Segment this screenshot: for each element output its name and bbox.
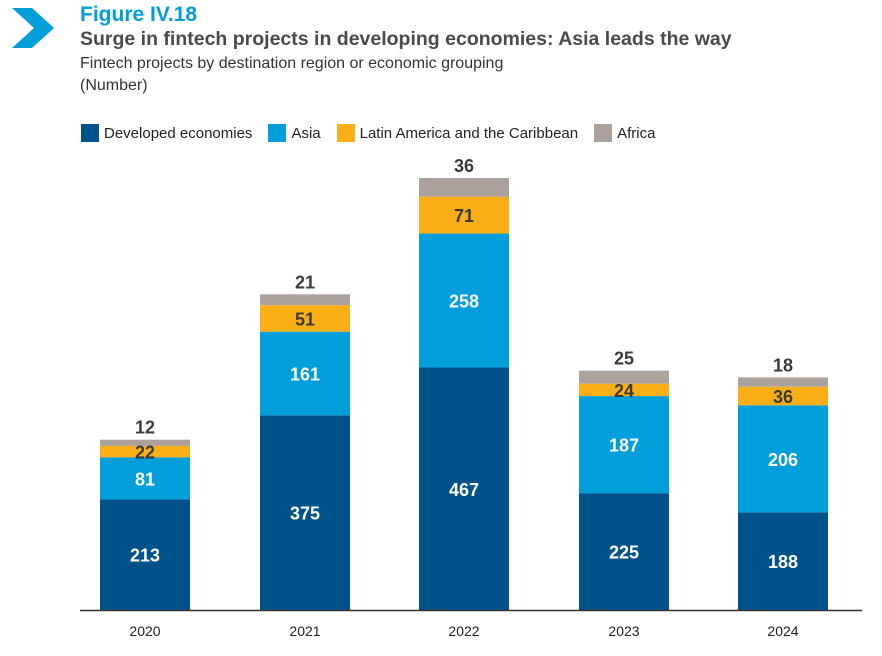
bar-africa-2023 <box>579 370 669 384</box>
chart-title: Surge in fintech projects in developing … <box>80 28 732 50</box>
data-label-asia-2024: 206 <box>768 450 798 470</box>
legend-label-asia: Asia <box>291 124 321 142</box>
data-label-africa-2021: 21 <box>295 272 315 292</box>
data-label-developed-2023: 225 <box>609 543 639 563</box>
data-label-asia-2020: 81 <box>135 469 155 489</box>
data-label-latam-2020: 22 <box>135 443 155 463</box>
bar-developed-2022 <box>419 367 509 610</box>
legend-label-latam: Latin America and the Caribbean <box>359 124 579 142</box>
chart-subtitle: Fintech projects by destination region o… <box>80 55 504 72</box>
legend-item-africa: Africa <box>594 124 655 142</box>
data-label-asia-2022: 258 <box>449 292 479 312</box>
bar-latam-2024 <box>738 386 828 406</box>
bar-developed-2020 <box>100 499 190 610</box>
bar-africa-2024 <box>738 377 828 387</box>
data-label-africa-2022: 36 <box>454 156 474 176</box>
bar-asia-2024 <box>738 405 828 513</box>
bar-africa-2020 <box>100 439 190 446</box>
x-tick-label-2024: 2024 <box>767 623 798 639</box>
legend-swatch-africa <box>594 124 613 142</box>
legend-swatch-latam <box>336 124 355 142</box>
data-label-developed-2020: 213 <box>130 546 160 566</box>
data-label-asia-2023: 187 <box>609 436 639 456</box>
legend-label-africa: Africa <box>617 124 656 142</box>
legend-swatch-developed <box>81 124 99 142</box>
bar-asia-2023 <box>579 396 669 494</box>
legend-label-developed: Developed economies <box>104 124 253 142</box>
data-label-developed-2022: 467 <box>449 480 479 500</box>
bar-latam-2022 <box>419 196 509 234</box>
data-label-asia-2021: 161 <box>290 364 320 384</box>
figure-label: Figure IV.18 <box>80 3 198 26</box>
data-label-africa-2024: 18 <box>773 355 793 375</box>
bar-developed-2024 <box>738 512 828 610</box>
legend: Developed economies Asia Latin America a… <box>81 124 671 142</box>
bar-developed-2023 <box>579 493 669 610</box>
bar-developed-2021 <box>260 415 350 610</box>
data-label-developed-2024: 188 <box>768 552 798 572</box>
bar-latam-2021 <box>260 305 350 332</box>
x-tick-label-2023: 2023 <box>608 623 639 639</box>
data-label-latam-2024: 36 <box>773 387 793 407</box>
bar-latam-2023 <box>579 383 669 397</box>
data-label-africa-2023: 25 <box>614 349 634 369</box>
bar-asia-2022 <box>419 233 509 368</box>
data-label-latam-2023: 24 <box>614 381 634 401</box>
legend-item-latam: Latin America and the Caribbean <box>336 124 579 142</box>
x-tick-label-2020: 2020 <box>129 623 160 639</box>
x-tick-label-2021: 2021 <box>289 623 320 639</box>
legend-swatch-asia <box>268 124 287 142</box>
data-label-latam-2022: 71 <box>454 206 474 226</box>
bar-africa-2022 <box>419 178 509 197</box>
bar-latam-2020 <box>100 445 190 458</box>
data-label-africa-2020: 12 <box>135 418 155 438</box>
x-tick-label-2022: 2022 <box>448 623 479 639</box>
legend-item-asia: Asia <box>268 124 321 142</box>
chevron-logo-icon <box>12 8 54 48</box>
bar-africa-2021 <box>260 294 350 306</box>
data-label-developed-2021: 375 <box>290 504 320 524</box>
legend-item-developed: Developed economies <box>81 124 252 142</box>
chart-unit: (Number) <box>80 77 148 94</box>
bar-asia-2021 <box>260 331 350 416</box>
data-label-latam-2021: 51 <box>295 309 315 329</box>
bar-asia-2020 <box>100 457 190 500</box>
